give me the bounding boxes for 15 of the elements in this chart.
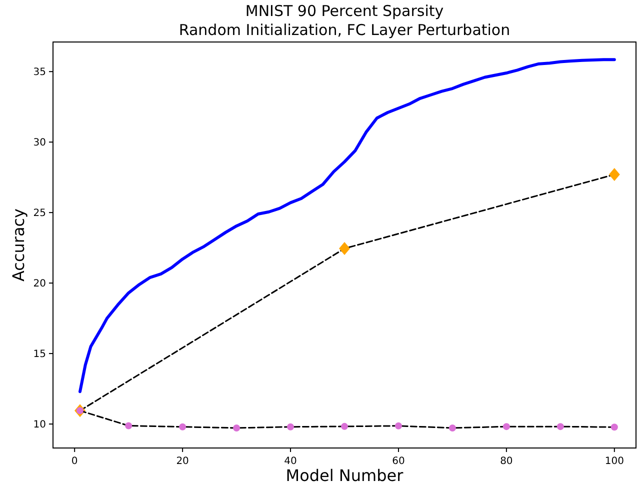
x-axis-title: Model Number [286,466,404,485]
x-tick-label: 20 [176,456,189,467]
chart-title: MNIST 90 Percent Sparsity Random Initialization, FC Layer Perturbation [178,2,510,39]
x-tick-label: 100 [604,456,624,467]
x-tick-label: 0 [71,456,78,467]
y-tick-label: 30 [33,138,46,149]
y-tick-label: 20 [33,278,46,290]
y-tick-label: 15 [33,349,46,360]
y-tick-label: 35 [33,67,46,78]
x-tick-label: 40 [284,456,297,467]
y-tick-label: 10 [33,420,46,431]
x-tick-label: 60 [392,456,405,467]
y-axis-title: Accuracy [9,208,28,282]
y-tick-label: 25 [33,208,46,220]
x-tick-label: 80 [500,456,513,467]
